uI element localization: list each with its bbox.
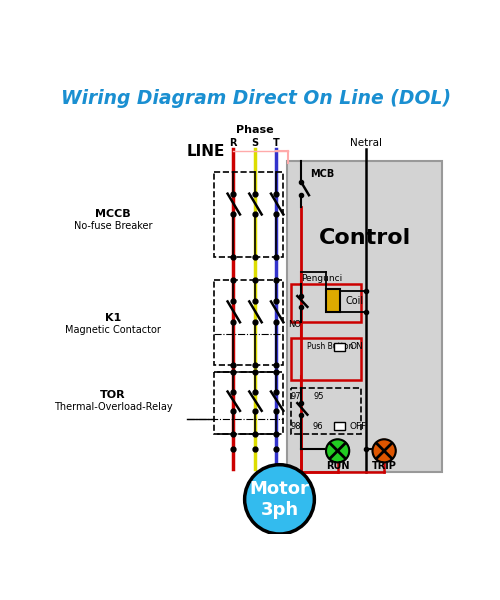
Text: MCB: MCB	[310, 169, 335, 179]
Text: R: R	[229, 138, 237, 148]
Text: Motor
3ph: Motor 3ph	[250, 480, 310, 519]
Text: Pengunci: Pengunci	[302, 274, 343, 283]
Text: 96: 96	[313, 422, 324, 431]
Text: 98: 98	[290, 422, 301, 431]
Bar	[214, 172, 284, 257]
Text: LINE: LINE	[186, 144, 225, 159]
Text: Netral: Netral	[350, 138, 382, 148]
Bar	[334, 422, 344, 430]
Text: NO: NO	[288, 320, 302, 329]
Text: TRIP: TRIP	[372, 461, 396, 471]
Text: T: T	[273, 138, 280, 148]
Text: Phase: Phase	[236, 125, 274, 135]
Text: No-fuse Breaker: No-fuse Breaker	[74, 221, 152, 231]
Bar	[334, 343, 344, 351]
Bar	[287, 161, 442, 472]
Bar	[214, 280, 284, 365]
Text: Coil: Coil	[346, 296, 364, 305]
Text: MCCB: MCCB	[95, 209, 130, 220]
Text: S: S	[251, 138, 258, 148]
Text: 95: 95	[313, 392, 324, 401]
Bar	[326, 289, 340, 312]
Text: ON: ON	[349, 343, 363, 352]
Circle shape	[372, 439, 396, 463]
Bar	[214, 372, 284, 434]
Circle shape	[326, 439, 349, 463]
Text: Thermal-Overload-Relay: Thermal-Overload-Relay	[54, 402, 172, 412]
Text: K1: K1	[105, 313, 121, 323]
Text: Control: Control	[318, 227, 411, 248]
Text: RUN: RUN	[326, 461, 349, 471]
Text: TOR: TOR	[100, 391, 126, 400]
Text: OFF: OFF	[349, 422, 366, 431]
Bar	[291, 388, 361, 434]
Text: 97: 97	[290, 392, 301, 401]
Bar	[291, 338, 361, 380]
Circle shape	[244, 464, 314, 534]
Text: Wiring Diagram Direct On Line (DOL): Wiring Diagram Direct On Line (DOL)	[61, 89, 452, 109]
Bar	[291, 284, 361, 322]
Text: Push Button: Push Button	[308, 343, 354, 352]
Text: Magnetic Contactor: Magnetic Contactor	[65, 325, 161, 335]
